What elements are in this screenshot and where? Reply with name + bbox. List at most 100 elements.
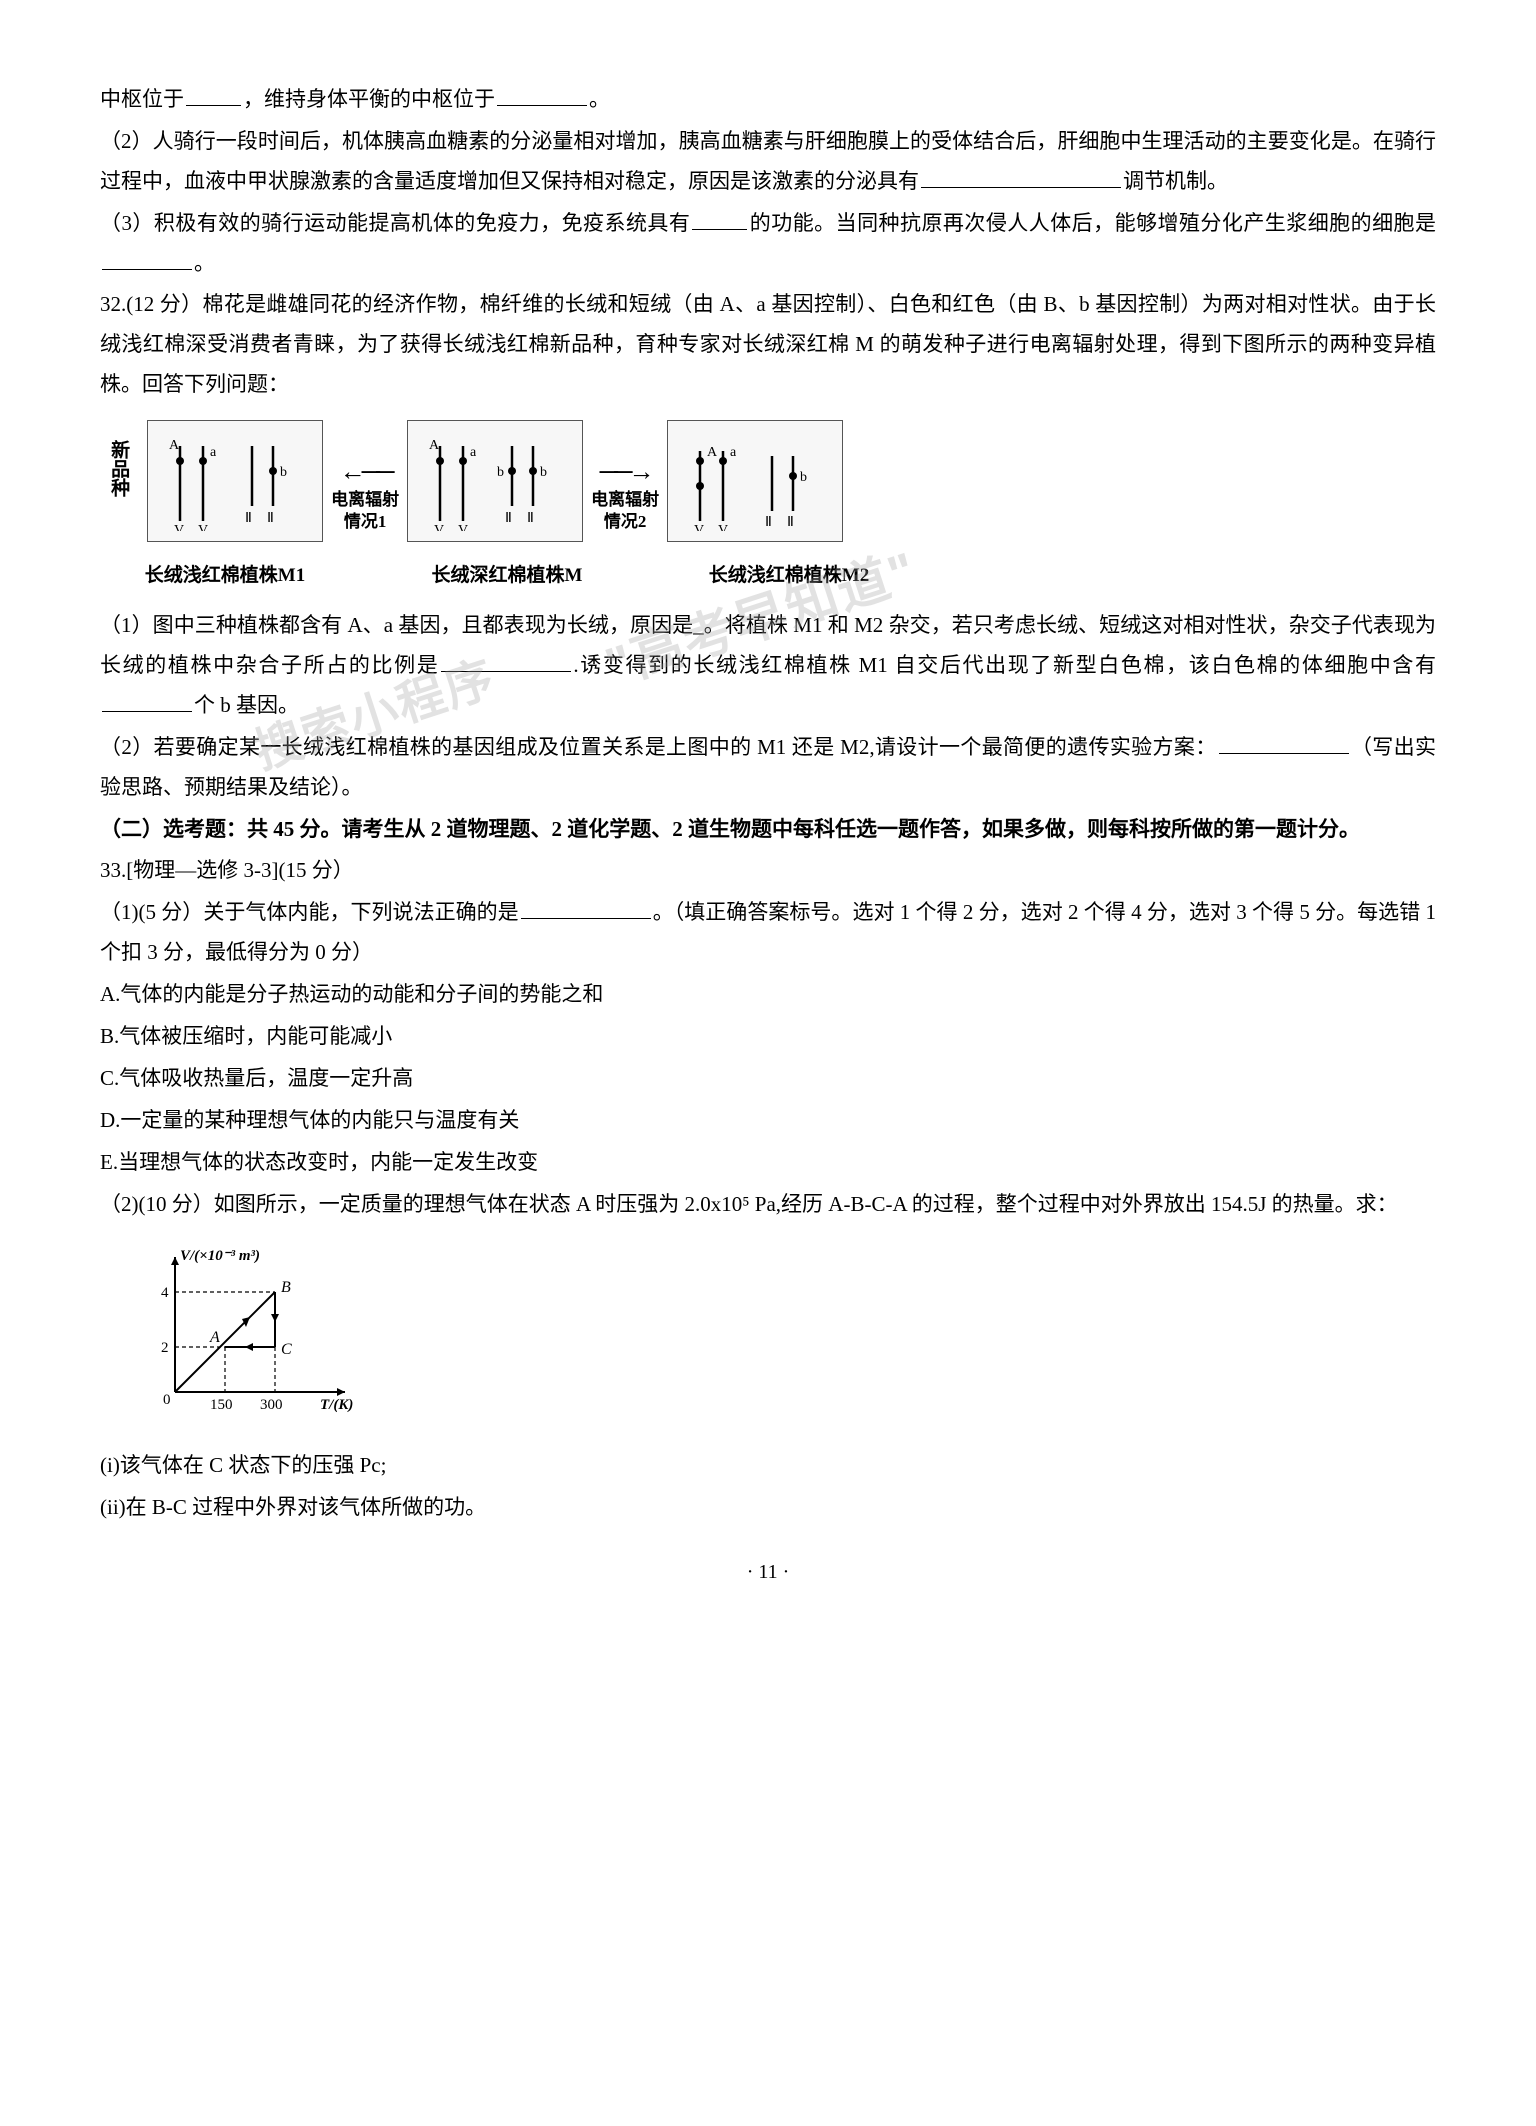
svg-text:b: b <box>540 465 547 480</box>
svg-text:4: 4 <box>161 1285 169 1301</box>
svg-text:0: 0 <box>163 1392 171 1408</box>
text: 的功能。当同种抗原再次侵人人体后，能够增殖分化产生浆细胞的细胞是 <box>749 211 1436 235</box>
text: （二）选考题：共 45 分。请考生从 2 道物理题、2 道化学题、2 道生物题中… <box>100 817 1360 841</box>
blank <box>441 647 571 672</box>
q31-part2: （2）人骑行一段时间后，机体胰高血糖素的分泌量相对增加，胰高血糖素与肝细胞膜上的… <box>100 122 1436 202</box>
figure-box-m1: A a V V b Ⅱ Ⅱ <box>147 420 323 542</box>
q33-ii: (ii)在 B-C 过程中外界对该气体所做的功。 <box>100 1488 1436 1528</box>
svg-text:A: A <box>169 438 180 453</box>
arrow-text: 情况1 <box>331 511 399 533</box>
blank <box>102 244 192 269</box>
q32-part1: （1）图中三种植株都含有 A、a 基因，且都表现为长绒，原因是_。将植株 M1 … <box>100 606 1436 726</box>
text: ，维持身体平衡的中枢位于 <box>243 87 495 111</box>
svg-text:a: a <box>470 445 477 460</box>
text: （1)(5 分）关于气体内能，下列说法正确的是 <box>100 900 519 924</box>
option-e: E.当理想气体的状态改变时，内能一定发生改变 <box>100 1143 1436 1183</box>
svg-text:V/(×10⁻³ m³): V/(×10⁻³ m³) <box>180 1248 260 1264</box>
svg-text:Ⅱ: Ⅱ <box>267 511 274 526</box>
text: 32.(12 分）棉花是雌雄同花的经济作物，棉纤维的长绒和短绒（由 A、a 基因… <box>100 292 1436 396</box>
arrow-text: 电离辐射 <box>591 489 659 511</box>
svg-text:V: V <box>198 523 208 531</box>
svg-text:150: 150 <box>210 1397 233 1413</box>
svg-text:V: V <box>458 523 468 531</box>
arrow-block-2: ──→ 电离辐射 情况2 <box>591 420 659 533</box>
q33-part2: （2)(10 分）如图所示，一定质量的理想气体在状态 A 时压强为 2.0x10… <box>100 1185 1436 1225</box>
figure-box-m: A a V V b b Ⅱ Ⅱ <box>407 420 583 542</box>
chromosome-svg-m2: A a V V b Ⅱ Ⅱ <box>680 431 830 531</box>
svg-text:a: a <box>210 445 217 460</box>
blank <box>497 81 587 106</box>
q33-part1: （1)(5 分）关于气体内能，下列说法正确的是。（填正确答案标号。选对 1 个得… <box>100 893 1436 973</box>
text: 。 <box>194 251 215 275</box>
text: 33.[物理—选修 3-3](15 分） <box>100 858 354 882</box>
figure-m1: A a V V b Ⅱ Ⅱ <box>147 420 323 556</box>
svg-text:300: 300 <box>260 1397 283 1413</box>
part2-header: （二）选考题：共 45 分。请考生从 2 道物理题、2 道化学题、2 道生物题中… <box>100 810 1436 850</box>
figure-left-label: 新品种 <box>100 420 139 497</box>
chromosome-svg-m1: A a V V b Ⅱ Ⅱ <box>160 431 310 531</box>
svg-text:Ⅱ: Ⅱ <box>505 511 512 526</box>
arrow-block-1: ←── 电离辐射 情况1 <box>331 420 399 533</box>
figure-m2: A a V V b Ⅱ Ⅱ <box>667 420 843 556</box>
svg-text:C: C <box>281 1341 292 1358</box>
q31-part3: （3）积极有效的骑行运动能提高机体的免疫力，免疫系统具有 的功能。当同种抗原再次侵… <box>100 204 1436 284</box>
blank <box>921 163 1121 188</box>
text: 中枢位于 <box>100 87 184 111</box>
text: （2）若要确定某一长绒浅红棉植株的基因组成及位置关系是上图中的 M1 还是 M2… <box>100 735 1217 759</box>
svg-text:Ⅱ: Ⅱ <box>527 511 534 526</box>
svg-text:B: B <box>281 1279 291 1296</box>
blank <box>102 687 192 712</box>
vt-graph: V/(×10⁻³ m³) T/(K) 0 2 4 150 300 A B C <box>135 1242 1436 1436</box>
svg-text:b: b <box>497 465 504 480</box>
q31-part1-line: 中枢位于 ，维持身体平衡的中枢位于 。 <box>100 80 1436 120</box>
page-number: · 11 · <box>100 1553 1436 1591</box>
svg-text:a: a <box>730 445 737 460</box>
caption-m2: 长绒浅红棉植株M2 <box>700 558 878 594</box>
q33-i: (i)该气体在 C 状态下的压强 Pc; <box>100 1446 1436 1486</box>
option-d: D.一定量的某种理想气体的内能只与温度有关 <box>100 1101 1436 1141</box>
text: （2）人骑行一段时间后，机体胰高血糖素的分泌量相对增加，胰高血糖素与肝细胞膜上的… <box>100 129 1436 193</box>
arrow-line: ──→ <box>591 455 659 489</box>
figure-captions: 长绒浅红棉植株M1 长绒深红棉植株M 长绒浅红棉植株M2 <box>100 558 1436 594</box>
arrow-line: ←── <box>331 455 399 489</box>
caption-m1: 长绒浅红棉植株M1 <box>136 558 314 594</box>
svg-text:T/(K): T/(K) <box>320 1397 353 1413</box>
svg-text:Ⅱ: Ⅱ <box>787 515 794 530</box>
svg-text:A: A <box>707 445 718 460</box>
svg-text:A: A <box>209 1329 220 1346</box>
figure-box-m2: A a V V b Ⅱ Ⅱ <box>667 420 843 542</box>
q32-stem: 32.(12 分）棉花是雌雄同花的经济作物，棉纤维的长绒和短绒（由 A、a 基因… <box>100 285 1436 405</box>
q32-part2: （2）若要确定某一长绒浅红棉植株的基因组成及位置关系是上图中的 M1 还是 M2… <box>100 728 1436 808</box>
arrow-text: 电离辐射 <box>331 489 399 511</box>
arrow-text: 情况2 <box>591 511 659 533</box>
text: （3）积极有效的骑行运动能提高机体的免疫力，免疫系统具有 <box>100 211 690 235</box>
text: （2)(10 分）如图所示，一定质量的理想气体在状态 A 时压强为 2.0x10… <box>100 1192 1398 1216</box>
vt-graph-svg: V/(×10⁻³ m³) T/(K) 0 2 4 150 300 A B C <box>135 1242 365 1422</box>
option-a: A.气体的内能是分子热运动的动能和分子间的势能之和 <box>100 975 1436 1015</box>
svg-text:V: V <box>718 523 728 531</box>
option-c: C.气体吸收热量后，温度一定升高 <box>100 1059 1436 1099</box>
chromosome-figure: 新品种 A a V V b Ⅱ Ⅱ ←── 电离辐射 情况1 <box>100 420 1436 556</box>
caption-m: 长绒深红棉植株M <box>418 558 596 594</box>
text: 。 <box>589 87 610 111</box>
blank <box>186 81 241 106</box>
svg-text:V: V <box>434 523 444 531</box>
svg-text:Ⅱ: Ⅱ <box>245 511 252 526</box>
blank <box>521 894 651 919</box>
blank <box>1219 729 1349 754</box>
svg-text:b: b <box>800 470 807 485</box>
q33-header: 33.[物理—选修 3-3](15 分） <box>100 851 1436 891</box>
svg-text:2: 2 <box>161 1340 169 1356</box>
figure-m: A a V V b b Ⅱ Ⅱ <box>407 420 583 556</box>
text: 个 b 基因。 <box>194 693 299 717</box>
svg-text:Ⅱ: Ⅱ <box>765 515 772 530</box>
text: 调节机制。 <box>1123 169 1228 193</box>
option-b: B.气体被压缩时，内能可能减小 <box>100 1017 1436 1057</box>
blank <box>692 204 747 229</box>
svg-text:A: A <box>429 438 440 453</box>
svg-text:V: V <box>694 523 704 531</box>
chromosome-svg-m: A a V V b b Ⅱ Ⅱ <box>420 431 570 531</box>
svg-text:b: b <box>280 465 287 480</box>
text: .诱变得到的长绒浅红棉植株 M1 自交后代出现了新型白色棉，该白色棉的体细胞中含… <box>573 653 1436 677</box>
svg-text:V: V <box>174 523 184 531</box>
